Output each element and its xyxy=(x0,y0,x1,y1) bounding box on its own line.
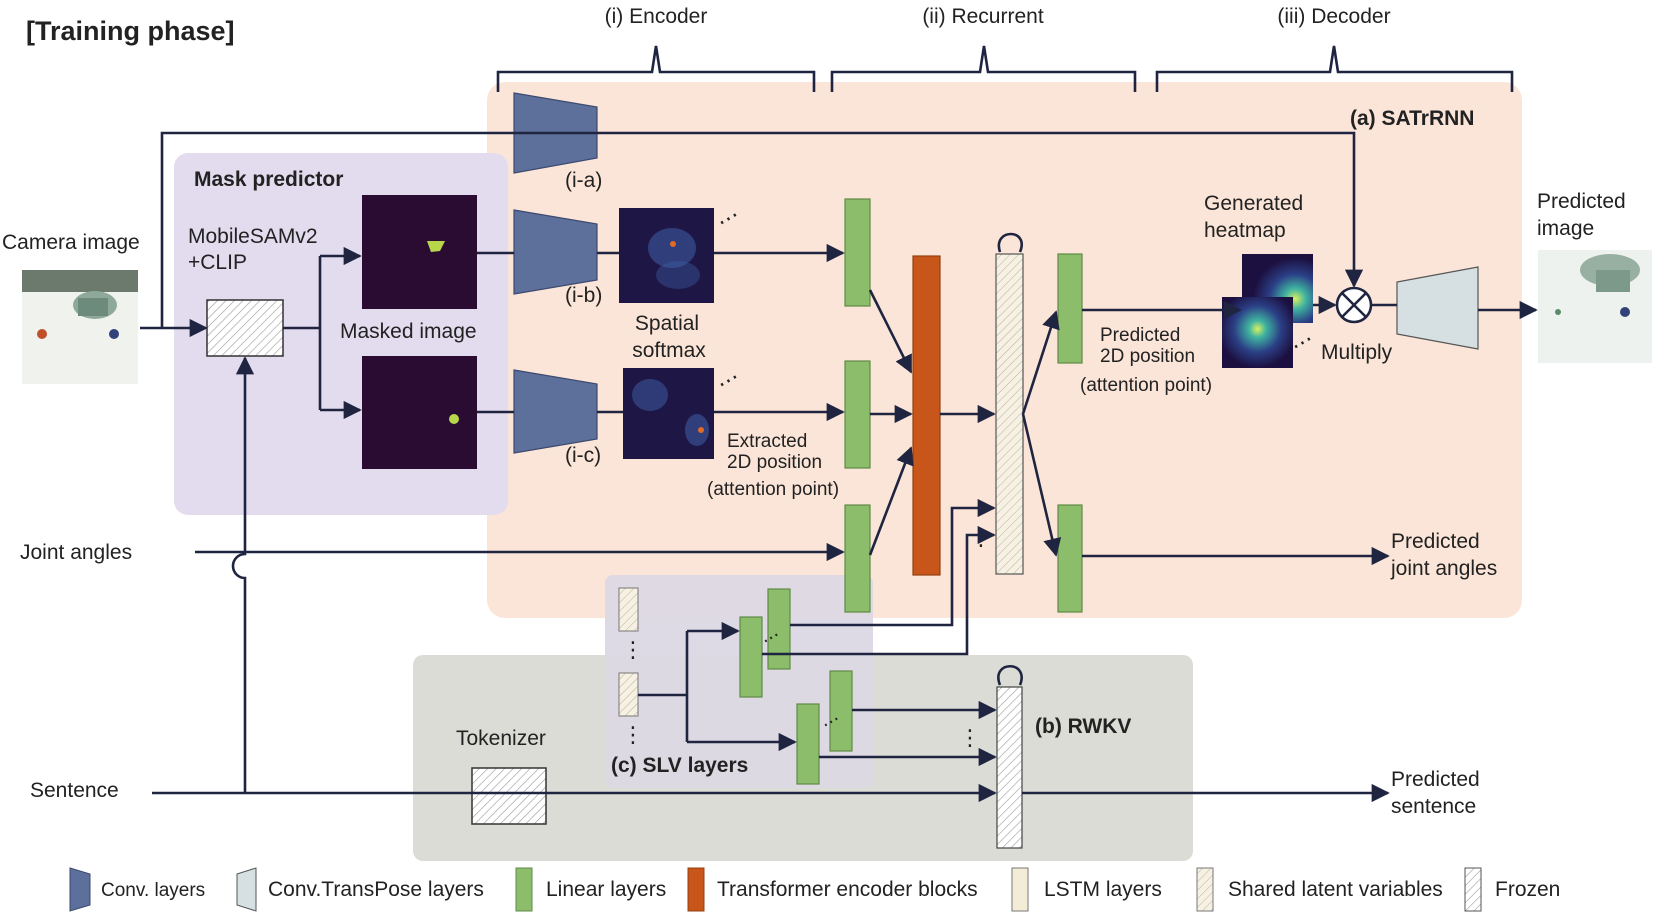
linear-block-5 xyxy=(1057,504,1083,613)
multiply-label: Multiply xyxy=(1321,341,1393,364)
predicted-image-thumbnail xyxy=(1538,250,1652,363)
legend-item-shared-latent: Shared latent variables xyxy=(1196,867,1443,912)
extracted-label-1: Extracted xyxy=(727,431,807,452)
camera-to-ia-line xyxy=(160,131,1364,328)
tokenizer-label: Tokenizer xyxy=(456,727,546,750)
rwkv-block xyxy=(996,686,1023,849)
predicted-joint-label-2: joint angles xyxy=(1390,557,1497,580)
spatial-softmax-map-bottom xyxy=(623,368,714,459)
legend-label-lstm: LSTM layers xyxy=(1044,878,1162,901)
conv-ib-block xyxy=(513,209,598,295)
slv-vdots-2: ⋮ xyxy=(622,722,644,747)
legend-label-conv: Conv. layers xyxy=(101,880,205,901)
shared-latent-bottom xyxy=(618,672,639,717)
decoder-label: (iii) Decoder xyxy=(1277,5,1390,28)
lstm-block xyxy=(995,253,1024,575)
ic-label: (i-c) xyxy=(565,444,601,467)
ib-label: (i-b) xyxy=(565,284,602,307)
sentence-to-mask-arrow xyxy=(231,356,255,793)
multiply-operator xyxy=(1335,286,1373,324)
encoder-label: (i) Encoder xyxy=(605,5,708,28)
legend-label-convtranspose: Conv.TransPose layers xyxy=(268,878,484,901)
recurrent-brace xyxy=(830,45,1137,92)
camera-image-label: Camera image xyxy=(2,231,140,254)
generated-heatmap-label-1: Generated xyxy=(1204,192,1303,215)
legend-item-transformer: Transformer encoder blocks xyxy=(687,867,978,912)
page-title: [Training phase] xyxy=(26,16,235,46)
extracted-label-3: (attention point) xyxy=(707,479,839,500)
spatial-softmax-label-2: softmax xyxy=(632,339,706,362)
lstm-vdots: ⋮ xyxy=(970,525,992,550)
linear-block-4 xyxy=(1057,253,1083,364)
legend-item-conv: Conv. layers xyxy=(69,867,205,912)
predicted-image-label-2: image xyxy=(1537,217,1594,240)
encoder-brace xyxy=(496,45,816,92)
masked-image-label: Masked image xyxy=(340,320,477,343)
mask-to-images xyxy=(283,256,322,410)
predicted-sentence-label-1: Predicted xyxy=(1391,768,1480,791)
spatial-softmax-label-1: Spatial xyxy=(635,312,699,335)
linear-block-3 xyxy=(844,504,871,613)
extracted-label-2: 2D position xyxy=(727,452,822,473)
legend-item-lstm: LSTM layers xyxy=(1011,867,1162,912)
mobilesam-label-1: MobileSAMv2 xyxy=(188,225,318,248)
mask-predictor-label: Mask predictor xyxy=(194,168,343,191)
recurrent-label: (ii) Recurrent xyxy=(922,5,1044,28)
linear-block-1 xyxy=(844,198,871,307)
legend-item-linear: Linear layers xyxy=(515,867,666,912)
satrrnn-label: (a) SATrRNN xyxy=(1350,107,1474,130)
lstm-recurrent-loop xyxy=(997,232,1023,253)
joint-angles-label: Joint angles xyxy=(20,541,132,564)
mask-predictor-block xyxy=(206,299,284,357)
tokenizer-block xyxy=(471,767,547,825)
linear1-to-transformer xyxy=(868,289,913,374)
pred2d-label-3: (attention point) xyxy=(1080,375,1212,396)
slv-linear1b-to-lstm xyxy=(762,525,996,656)
slv-label: (c) SLV layers xyxy=(611,754,748,777)
legend: Conv. layers Conv.TransPose layers Linea… xyxy=(69,867,1560,912)
rwkv-recurrent-loop xyxy=(997,664,1023,686)
linear-block-2 xyxy=(844,360,871,469)
slv-linear-1-front xyxy=(739,616,763,698)
camera-image-thumbnail xyxy=(22,270,138,384)
rwkv-label: (b) RWKV xyxy=(1035,715,1131,738)
transformer-block xyxy=(912,255,941,576)
legend-label-linear: Linear layers xyxy=(546,878,666,901)
predicted-joint-label-1: Predicted xyxy=(1391,530,1480,553)
pred2d-label-2: 2D position xyxy=(1100,346,1195,367)
slv-linear-1-back xyxy=(767,588,791,670)
legend-label-transformer: Transformer encoder blocks xyxy=(717,878,978,901)
predicted-image-label-1: Predicted xyxy=(1537,190,1626,213)
legend-item-frozen: Frozen xyxy=(1464,867,1560,912)
legend-label-shared-latent: Shared latent variables xyxy=(1228,878,1443,901)
generated-heatmap-front xyxy=(1222,297,1293,368)
masked-image-top xyxy=(362,195,477,309)
predicted-sentence-label-2: sentence xyxy=(1391,795,1476,818)
lstm-to-linear5 xyxy=(1021,413,1062,557)
lstm-to-linear4 xyxy=(1021,310,1060,415)
sentence-label: Sentence xyxy=(30,779,119,802)
rwkv-vdots: ⋮ xyxy=(959,725,981,750)
masked-image-bottom xyxy=(362,356,477,469)
slv-vdots-1: ⋮ xyxy=(622,637,644,662)
slv-to-linear-branch xyxy=(638,631,689,742)
slv-linear-2-front xyxy=(796,703,820,785)
decoder-brace xyxy=(1155,45,1514,92)
conv-transpose-block xyxy=(1396,266,1479,350)
pred2d-label-1: Predicted xyxy=(1100,325,1180,346)
slv-linear1-to-lstm xyxy=(790,498,996,627)
generated-heatmap-label-2: heatmap xyxy=(1204,219,1286,242)
legend-label-frozen: Frozen xyxy=(1495,878,1560,901)
spatial-softmax-map-top xyxy=(619,208,714,303)
mobilesam-label-2: +CLIP xyxy=(188,251,247,274)
conv-ic-block xyxy=(513,369,598,454)
legend-item-convtranspose: Conv.TransPose layers xyxy=(236,867,484,912)
ia-label: (i-a) xyxy=(565,169,602,192)
linear3-to-transformer xyxy=(868,446,914,556)
shared-latent-top xyxy=(618,587,639,632)
